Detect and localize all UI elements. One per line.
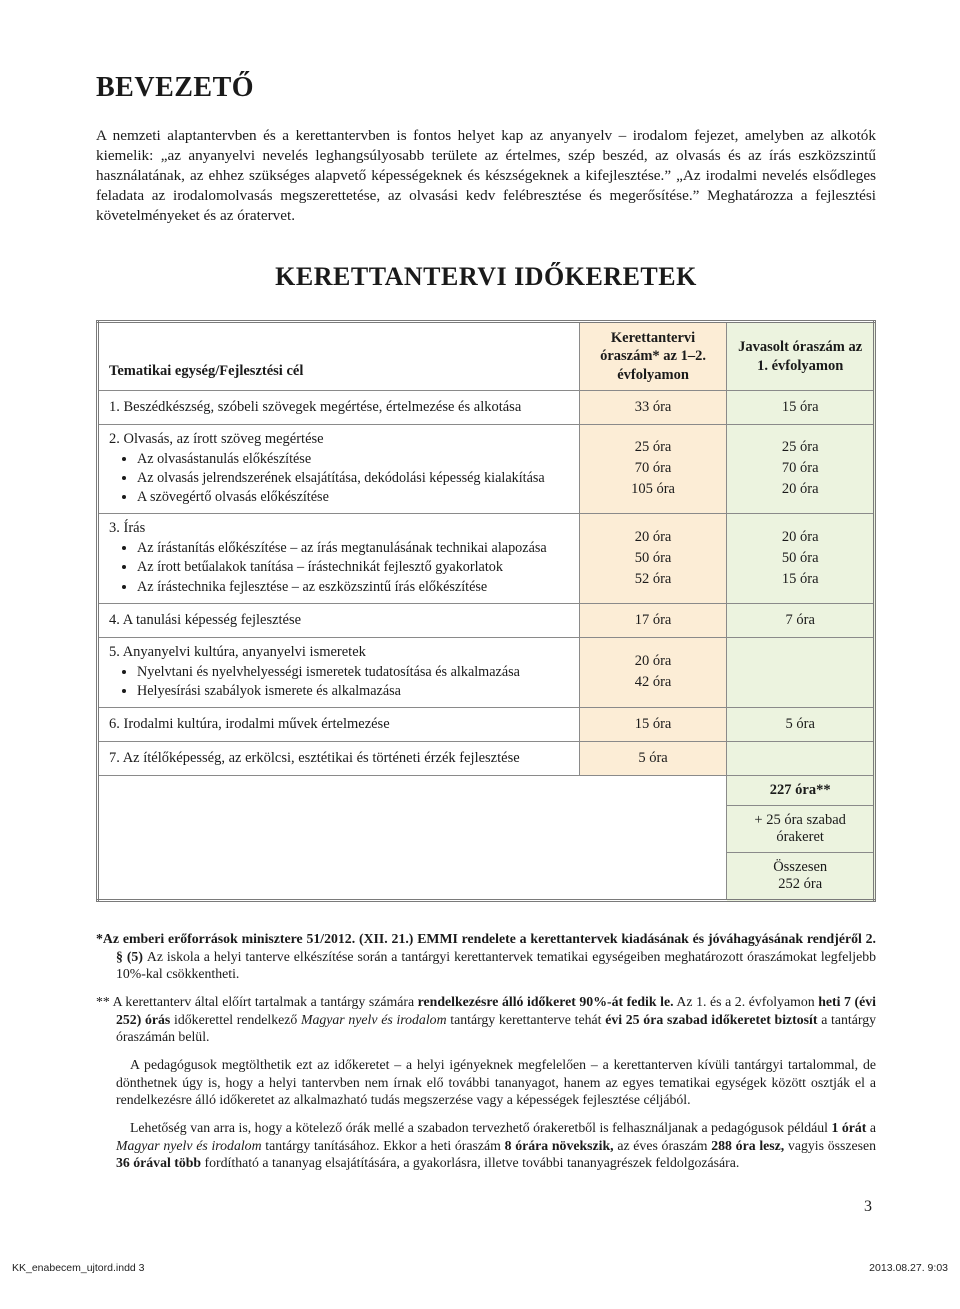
- table-row-topic: 4. A tanulási képesség fejlesztése: [98, 603, 580, 637]
- heading-2: KERETTANTERVI IDŐKERETEK: [96, 262, 876, 292]
- table-total-spacer: [98, 776, 727, 806]
- table-total-value: Összesen252 óra: [727, 853, 875, 901]
- table-row-hours-1: 25 óra70 óra105 óra: [579, 424, 727, 514]
- table-row-topic: 1. Beszédkészség, szóbeli szövegek megér…: [98, 390, 580, 424]
- table-row-hours-1: 15 óra: [579, 708, 727, 742]
- footnotes: *Az emberi erőforrások minisztere 51/201…: [96, 930, 876, 1172]
- table-row-hours-2: [727, 637, 875, 707]
- table-total-spacer: [98, 806, 727, 853]
- table-row-hours-2: 15 óra: [727, 390, 875, 424]
- curriculum-table: Tematikai egység/Fejlesztési cél Keretta…: [96, 320, 876, 902]
- table-row-hours-1: 17 óra: [579, 603, 727, 637]
- table-row-topic: 6. Irodalmi kultúra, irodalmi művek érte…: [98, 708, 580, 742]
- table-row-topic: 3. ÍrásAz írástanítás előkészítése – az …: [98, 514, 580, 604]
- table-row-hours-2: 7 óra: [727, 603, 875, 637]
- print-footer-right: 2013.08.27. 9:03: [869, 1262, 948, 1274]
- footnote-2-p1: ** A kerettanterv által előírt tartalmak…: [96, 993, 876, 1046]
- print-footer: KK_enabecem_ujtord.indd 3 2013.08.27. 9:…: [0, 1256, 960, 1284]
- table-row-hours-1: 5 óra: [579, 742, 727, 776]
- table-row-hours-2: 5 óra: [727, 708, 875, 742]
- th-hours-2: Javasolt óraszám az 1. évfolyamon: [727, 322, 875, 390]
- footnote-1: *Az emberi erőforrások minisztere 51/201…: [96, 930, 876, 983]
- footnote-2-p3: Lehetőség van arra is, hogy a kötelező ó…: [96, 1119, 876, 1172]
- table-row-topic: 2. Olvasás, az írott szöveg megértéseAz …: [98, 424, 580, 514]
- table-row-hours-2: [727, 742, 875, 776]
- th-topic: Tematikai egység/Fejlesztési cél: [98, 322, 580, 390]
- table-total-spacer: [98, 853, 727, 901]
- table-row-hours-1: 33 óra: [579, 390, 727, 424]
- table-row-hours-1: 20 óra50 óra52 óra: [579, 514, 727, 604]
- heading-1: BEVEZETŐ: [96, 72, 876, 104]
- footnote-1-body: Az iskola a helyi tanterve elkészítése s…: [116, 949, 876, 982]
- th-hours-1: Kerettantervi óraszám* az 1–2. évfolyamo…: [579, 322, 727, 390]
- table-row-hours-2: 20 óra50 óra15 óra: [727, 514, 875, 604]
- table-row-topic: 5. Anyanyelvi kultúra, anyanyelvi ismere…: [98, 637, 580, 707]
- print-footer-left: KK_enabecem_ujtord.indd 3: [12, 1262, 145, 1274]
- table-row-hours-1: 20 óra42 óra: [579, 637, 727, 707]
- page-number: 3: [96, 1198, 876, 1216]
- table-total-value: 227 óra**: [727, 776, 875, 806]
- table-row-hours-2: 25 óra70 óra20 óra: [727, 424, 875, 514]
- table-total-value: + 25 óra szabadórakeret: [727, 806, 875, 853]
- footnote-2-p2: A pedagógusok megtölthetik ezt az időker…: [96, 1056, 876, 1109]
- intro-paragraph: A nemzeti alaptantervben és a kerettante…: [96, 126, 876, 226]
- table-row-topic: 7. Az ítélőképesség, az erkölcsi, esztét…: [98, 742, 580, 776]
